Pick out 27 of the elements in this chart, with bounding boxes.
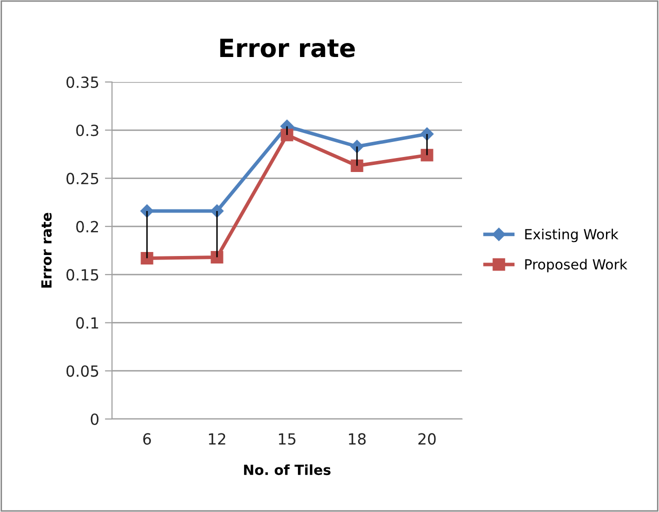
legend-label: Existing Work: [525, 228, 618, 242]
y-tick-label: 0.25: [66, 172, 98, 184]
x-tick-label: 18: [348, 433, 366, 445]
chart-title: Error rate: [220, 38, 355, 58]
y-tick-label: 0.3: [76, 124, 98, 136]
x-tick-label: 20: [418, 433, 436, 445]
legend-label: Proposed Work: [525, 258, 628, 272]
x-axis-title: No. of Tiles: [244, 464, 331, 476]
point: [140, 204, 154, 218]
y-tick-label: 0.05: [66, 365, 98, 377]
y-axis-title: Error rate: [41, 212, 52, 288]
point: [140, 252, 154, 264]
y-tick-label: 0.2: [76, 220, 98, 232]
y-tick-label: 0: [90, 413, 98, 426]
point: [350, 160, 364, 172]
point: [210, 204, 224, 218]
point: [420, 148, 434, 162]
point: [210, 250, 224, 264]
x-tick-label: 6: [143, 433, 151, 445]
point: [420, 127, 434, 141]
point: [350, 140, 364, 154]
x-tick-label: 15: [278, 433, 296, 445]
y-tick-label: 0.35: [66, 76, 98, 88]
y-tick-label: 0.1: [76, 317, 98, 329]
x-tick-label: 12: [208, 433, 226, 444]
point: [280, 128, 294, 142]
y-tick-label: 0.15: [66, 269, 98, 281]
